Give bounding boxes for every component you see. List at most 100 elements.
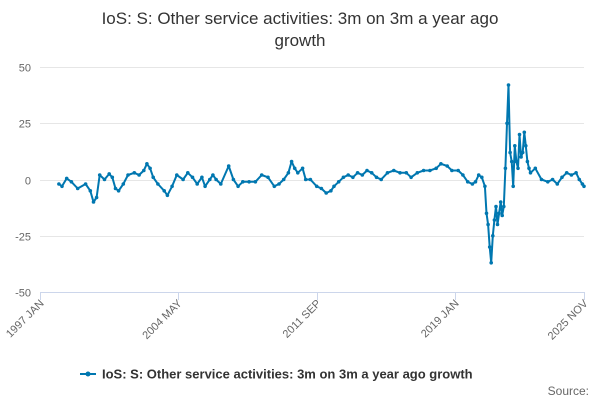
data-point [486, 222, 490, 227]
data-point [175, 173, 179, 177]
x-tick-label: 2004 MAY [140, 297, 185, 342]
x-axis-ticks [40, 292, 585, 300]
data-point [503, 166, 508, 171]
data-point [88, 189, 93, 193]
data-point [574, 171, 578, 175]
data-point [214, 177, 218, 182]
data-point [319, 186, 324, 191]
data-point [116, 189, 121, 193]
y-axis-labels: 50 25 0 -25 -50 [15, 63, 31, 300]
data-point [186, 171, 190, 175]
data-point [329, 189, 333, 193]
data-point [546, 180, 550, 184]
data-point [69, 180, 74, 184]
x-tick-label: 2025 NOV [546, 297, 591, 342]
legend-label: IoS: S: Other service activities: 3m on … [102, 367, 473, 382]
data-point [341, 175, 346, 180]
data-point [281, 177, 286, 182]
data-point [465, 180, 470, 184]
chart-title-line-1: IoS: S: Other service activities: 3m on … [102, 9, 499, 28]
data-point [156, 182, 160, 186]
y-tick-label: 0 [25, 176, 31, 188]
data-point [519, 155, 523, 159]
data-point [497, 211, 501, 216]
data-point [525, 159, 530, 164]
data-point [60, 184, 64, 189]
data-point [236, 184, 240, 189]
data-point [494, 204, 498, 209]
data-point [303, 177, 308, 182]
data-point [483, 184, 487, 189]
data-point [247, 180, 251, 184]
data-point [506, 83, 511, 87]
data-point [195, 182, 199, 186]
source-credit[interactable]: Source: [548, 384, 589, 398]
data-point [286, 171, 291, 175]
data-point [456, 168, 461, 173]
y-tick-label: 25 [19, 119, 31, 131]
data-point [398, 171, 402, 175]
data-point [226, 164, 231, 168]
data-point [489, 261, 494, 265]
data-point [102, 177, 107, 182]
data-point [346, 173, 351, 177]
data-point [369, 171, 374, 175]
data-point [480, 175, 484, 180]
data-point [491, 234, 495, 238]
data-point [539, 177, 544, 182]
legend[interactable]: IoS: S: Other service activities: 3m on … [80, 367, 473, 382]
data-point [498, 200, 503, 204]
data-point [200, 175, 204, 180]
data-point [203, 184, 207, 189]
data-point [231, 177, 236, 182]
data-point [385, 171, 390, 175]
data-point [577, 177, 582, 182]
data-point [509, 159, 514, 164]
data-point [522, 130, 527, 135]
data-point [332, 184, 336, 189]
data-point [151, 175, 155, 180]
data-point [253, 180, 258, 184]
data-point [439, 162, 443, 166]
data-point [434, 166, 439, 171]
data-point [148, 166, 152, 171]
data-point [266, 175, 270, 180]
data-point [527, 166, 531, 171]
x-tick-label: 2019 JAN [419, 298, 462, 341]
data-point [517, 132, 522, 137]
data-point [75, 186, 80, 191]
data-point [555, 182, 560, 186]
data-point [516, 166, 520, 171]
data-point [533, 166, 538, 171]
data-point [505, 121, 509, 126]
data-point [582, 184, 586, 189]
data-point [97, 173, 102, 177]
data-point [355, 171, 360, 175]
data-point [241, 180, 245, 184]
data-point [487, 245, 492, 249]
series-markers [57, 83, 586, 265]
data-point [126, 173, 130, 177]
data-point [374, 175, 379, 180]
data-point [513, 144, 517, 148]
data-point [145, 162, 149, 166]
data-point [142, 168, 146, 173]
data-point [404, 171, 409, 175]
data-point [445, 164, 450, 168]
data-point [495, 222, 500, 227]
data-point [514, 159, 519, 164]
data-point [569, 173, 574, 177]
data-point [461, 173, 465, 177]
data-point [500, 213, 505, 218]
data-point [511, 184, 515, 189]
data-point [292, 166, 297, 171]
y-tick-label: -50 [15, 288, 31, 300]
data-point [121, 182, 126, 186]
data-point [190, 175, 195, 180]
data-point [470, 182, 475, 186]
data-point [360, 173, 365, 177]
y-tick-label: -25 [15, 232, 31, 244]
data-point [392, 168, 396, 173]
chart-title-line-2: growth [274, 31, 325, 50]
